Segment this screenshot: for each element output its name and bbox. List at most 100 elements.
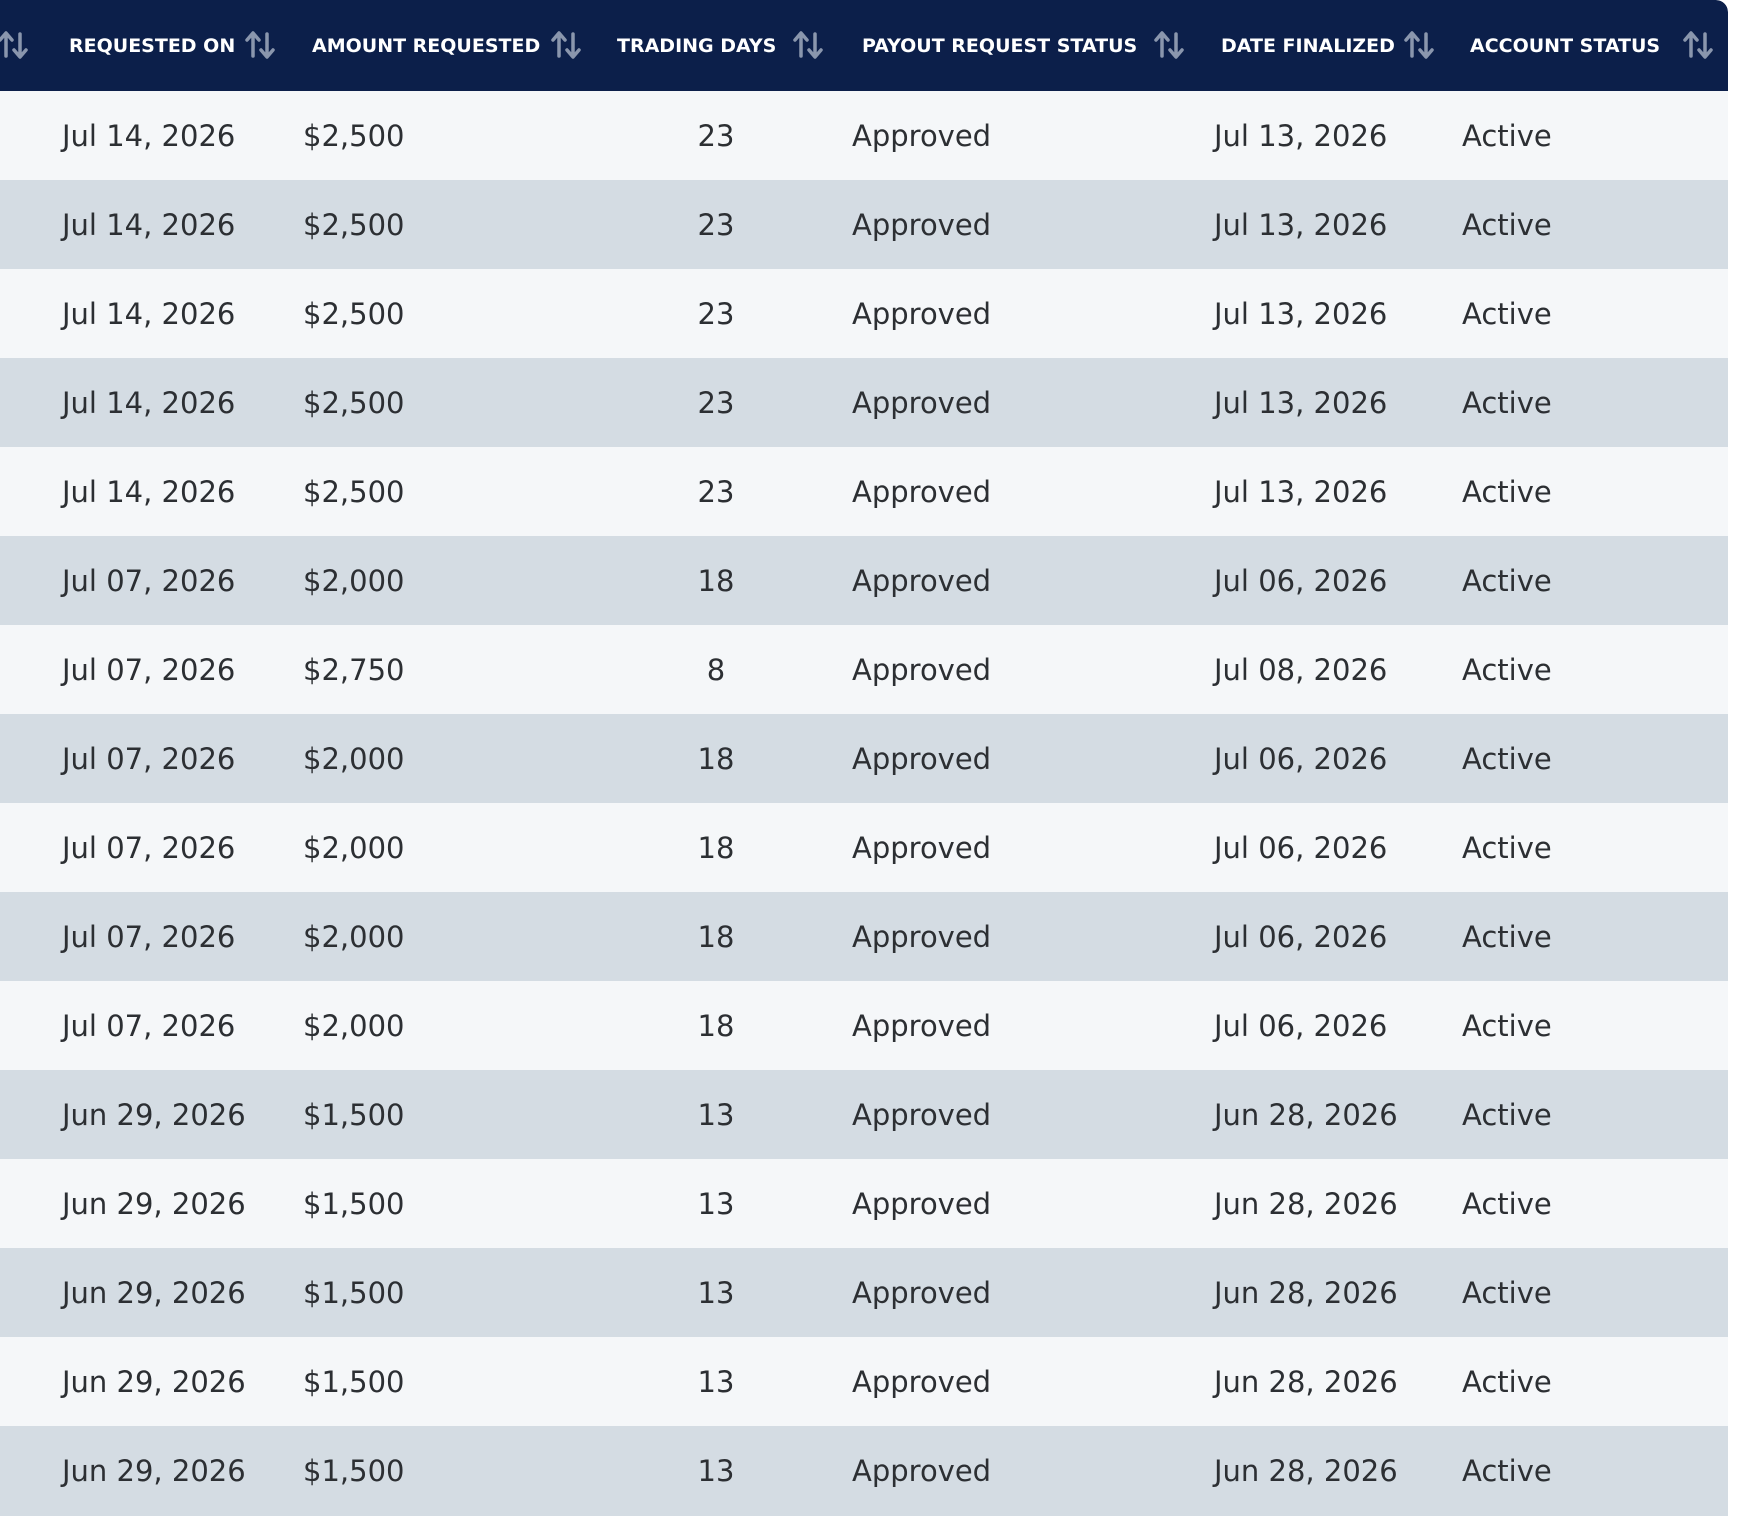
cell-trading-days: 23 <box>697 385 735 420</box>
column-header-amount-requested[interactable]: AMOUNT REQUESTED <box>312 0 540 91</box>
cell-account-status: Active <box>1462 385 1552 420</box>
cell-trading-days: 18 <box>697 1008 735 1043</box>
cell-date-finalized: Jun 28, 2026 <box>1214 1453 1398 1488</box>
cell-date-finalized: Jul 06, 2026 <box>1214 741 1388 776</box>
cell-amount-requested: $1,500 <box>303 1453 405 1488</box>
cell-requested-on: Jul 07, 2026 <box>62 919 236 954</box>
sort-arrows-icon[interactable] <box>791 28 825 62</box>
table-row[interactable]: Jun 29, 2026 $1,500 13 Approved Jun 28, … <box>0 1248 1728 1337</box>
table-row[interactable]: Jun 29, 2026 $1,500 13 Approved Jun 28, … <box>0 1070 1728 1159</box>
cell-date-finalized: Jul 06, 2026 <box>1214 1008 1388 1043</box>
cell-payout-request-status: Approved <box>852 919 992 954</box>
table-row[interactable]: Jul 07, 2026 $2,750 8 Approved Jul 08, 2… <box>0 625 1728 714</box>
cell-account-status: Active <box>1462 652 1552 687</box>
table-body: Jul 14, 2026 $2,500 23 Approved Jul 13, … <box>0 91 1728 1516</box>
cell-account-status: Active <box>1462 118 1552 153</box>
cell-trading-days: 18 <box>697 830 735 865</box>
sort-arrows-icon[interactable] <box>1152 28 1186 62</box>
cell-requested-on: Jul 07, 2026 <box>62 563 236 598</box>
column-header-date-finalized[interactable]: DATE FINALIZED <box>1221 0 1395 91</box>
cell-payout-request-status: Approved <box>852 563 992 598</box>
column-header-trading-days[interactable]: TRADING DAYS <box>617 0 776 91</box>
sort-arrows-icon[interactable] <box>243 28 277 62</box>
cell-amount-requested: $2,750 <box>303 652 405 687</box>
cell-requested-on: Jul 07, 2026 <box>62 741 236 776</box>
cell-payout-request-status: Approved <box>852 296 992 331</box>
cell-account-status: Active <box>1462 474 1552 509</box>
cell-trading-days: 18 <box>697 741 735 776</box>
cell-trading-days: 8 <box>706 652 726 687</box>
cell-trading-days: 23 <box>697 296 735 331</box>
cell-trading-days: 13 <box>697 1275 735 1310</box>
sort-arrows-icon[interactable] <box>549 28 583 62</box>
sort-arrows-icon[interactable] <box>1402 28 1436 62</box>
cell-date-finalized: Jun 28, 2026 <box>1214 1275 1398 1310</box>
cell-amount-requested: $1,500 <box>303 1186 405 1221</box>
cell-payout-request-status: Approved <box>852 830 992 865</box>
cell-date-finalized: Jul 06, 2026 <box>1214 919 1388 954</box>
cell-payout-request-status: Approved <box>852 474 992 509</box>
cell-requested-on: Jul 07, 2026 <box>62 830 236 865</box>
cell-amount-requested: $2,500 <box>303 296 405 331</box>
cell-payout-request-status: Approved <box>852 385 992 420</box>
cell-requested-on: Jul 14, 2026 <box>62 474 236 509</box>
table-row[interactable]: Jul 07, 2026 $2,000 18 Approved Jul 06, … <box>0 714 1728 803</box>
table-row[interactable]: Jul 07, 2026 $2,000 18 Approved Jul 06, … <box>0 803 1728 892</box>
cell-account-status: Active <box>1462 741 1552 776</box>
table-row[interactable]: Jul 07, 2026 $2,000 18 Approved Jul 06, … <box>0 892 1728 981</box>
cell-trading-days: 18 <box>697 563 735 598</box>
column-header-payout-request-status[interactable]: PAYOUT REQUEST STATUS <box>862 0 1137 91</box>
cell-trading-days: 13 <box>697 1453 735 1488</box>
cell-payout-request-status: Approved <box>852 741 992 776</box>
table-row[interactable]: Jul 07, 2026 $2,000 18 Approved Jul 06, … <box>0 981 1728 1070</box>
cell-date-finalized: Jun 28, 2026 <box>1214 1364 1398 1399</box>
cell-amount-requested: $1,500 <box>303 1364 405 1399</box>
cell-account-status: Active <box>1462 919 1552 954</box>
table-row[interactable]: Jul 14, 2026 $2,500 23 Approved Jul 13, … <box>0 91 1728 180</box>
cell-requested-on: Jul 14, 2026 <box>62 207 236 242</box>
table-row[interactable]: Jul 14, 2026 $2,500 23 Approved Jul 13, … <box>0 447 1728 536</box>
cell-amount-requested: $2,500 <box>303 474 405 509</box>
sort-arrows-icon[interactable] <box>1681 28 1715 62</box>
cell-payout-request-status: Approved <box>852 1097 992 1132</box>
cell-date-finalized: Jul 13, 2026 <box>1214 118 1388 153</box>
cell-amount-requested: $2,500 <box>303 385 405 420</box>
table-row[interactable]: Jun 29, 2026 $1,500 13 Approved Jun 28, … <box>0 1159 1728 1248</box>
cell-date-finalized: Jul 13, 2026 <box>1214 385 1388 420</box>
sort-arrows-icon[interactable] <box>0 28 30 62</box>
cell-trading-days: 13 <box>697 1364 735 1399</box>
header-label: DATE FINALIZED <box>1221 34 1395 57</box>
cell-trading-days: 18 <box>697 919 735 954</box>
cell-trading-days: 13 <box>697 1186 735 1221</box>
cell-account-status: Active <box>1462 296 1552 331</box>
cell-account-status: Active <box>1462 1008 1552 1043</box>
cell-account-status: Active <box>1462 1275 1552 1310</box>
table-row[interactable]: Jun 29, 2026 $1,500 13 Approved Jun 28, … <box>0 1426 1728 1516</box>
cell-requested-on: Jun 29, 2026 <box>62 1275 246 1310</box>
header-label: PAYOUT REQUEST STATUS <box>862 34 1138 57</box>
column-header-account-status[interactable]: ACCOUNT STATUS <box>1470 0 1660 91</box>
header-label: TRADING DAYS <box>617 34 777 57</box>
cell-requested-on: Jun 29, 2026 <box>62 1097 246 1132</box>
table-row[interactable]: Jul 14, 2026 $2,500 23 Approved Jul 13, … <box>0 269 1728 358</box>
header-label: AMOUNT REQUESTED <box>312 34 541 57</box>
table-row[interactable]: Jul 07, 2026 $2,000 18 Approved Jul 06, … <box>0 536 1728 625</box>
table-row[interactable]: Jul 14, 2026 $2,500 23 Approved Jul 13, … <box>0 358 1728 447</box>
cell-trading-days: 13 <box>697 1097 735 1132</box>
table-row[interactable]: Jul 14, 2026 $2,500 23 Approved Jul 13, … <box>0 180 1728 269</box>
cell-account-status: Active <box>1462 1453 1552 1488</box>
cell-requested-on: Jun 29, 2026 <box>62 1186 246 1221</box>
cell-date-finalized: Jul 06, 2026 <box>1214 563 1388 598</box>
table-row[interactable]: Jun 29, 2026 $1,500 13 Approved Jun 28, … <box>0 1337 1728 1426</box>
cell-trading-days: 23 <box>697 207 735 242</box>
cell-payout-request-status: Approved <box>852 118 992 153</box>
cell-account-status: Active <box>1462 207 1552 242</box>
cell-payout-request-status: Approved <box>852 1186 992 1221</box>
header-label: ACCOUNT STATUS <box>1470 34 1661 57</box>
cell-amount-requested: $2,500 <box>303 207 405 242</box>
cell-account-status: Active <box>1462 1186 1552 1221</box>
cell-payout-request-status: Approved <box>852 207 992 242</box>
cell-payout-request-status: Approved <box>852 1275 992 1310</box>
cell-date-finalized: Jul 13, 2026 <box>1214 474 1388 509</box>
column-header-requested-on[interactable]: REQUESTED ON <box>69 0 235 91</box>
